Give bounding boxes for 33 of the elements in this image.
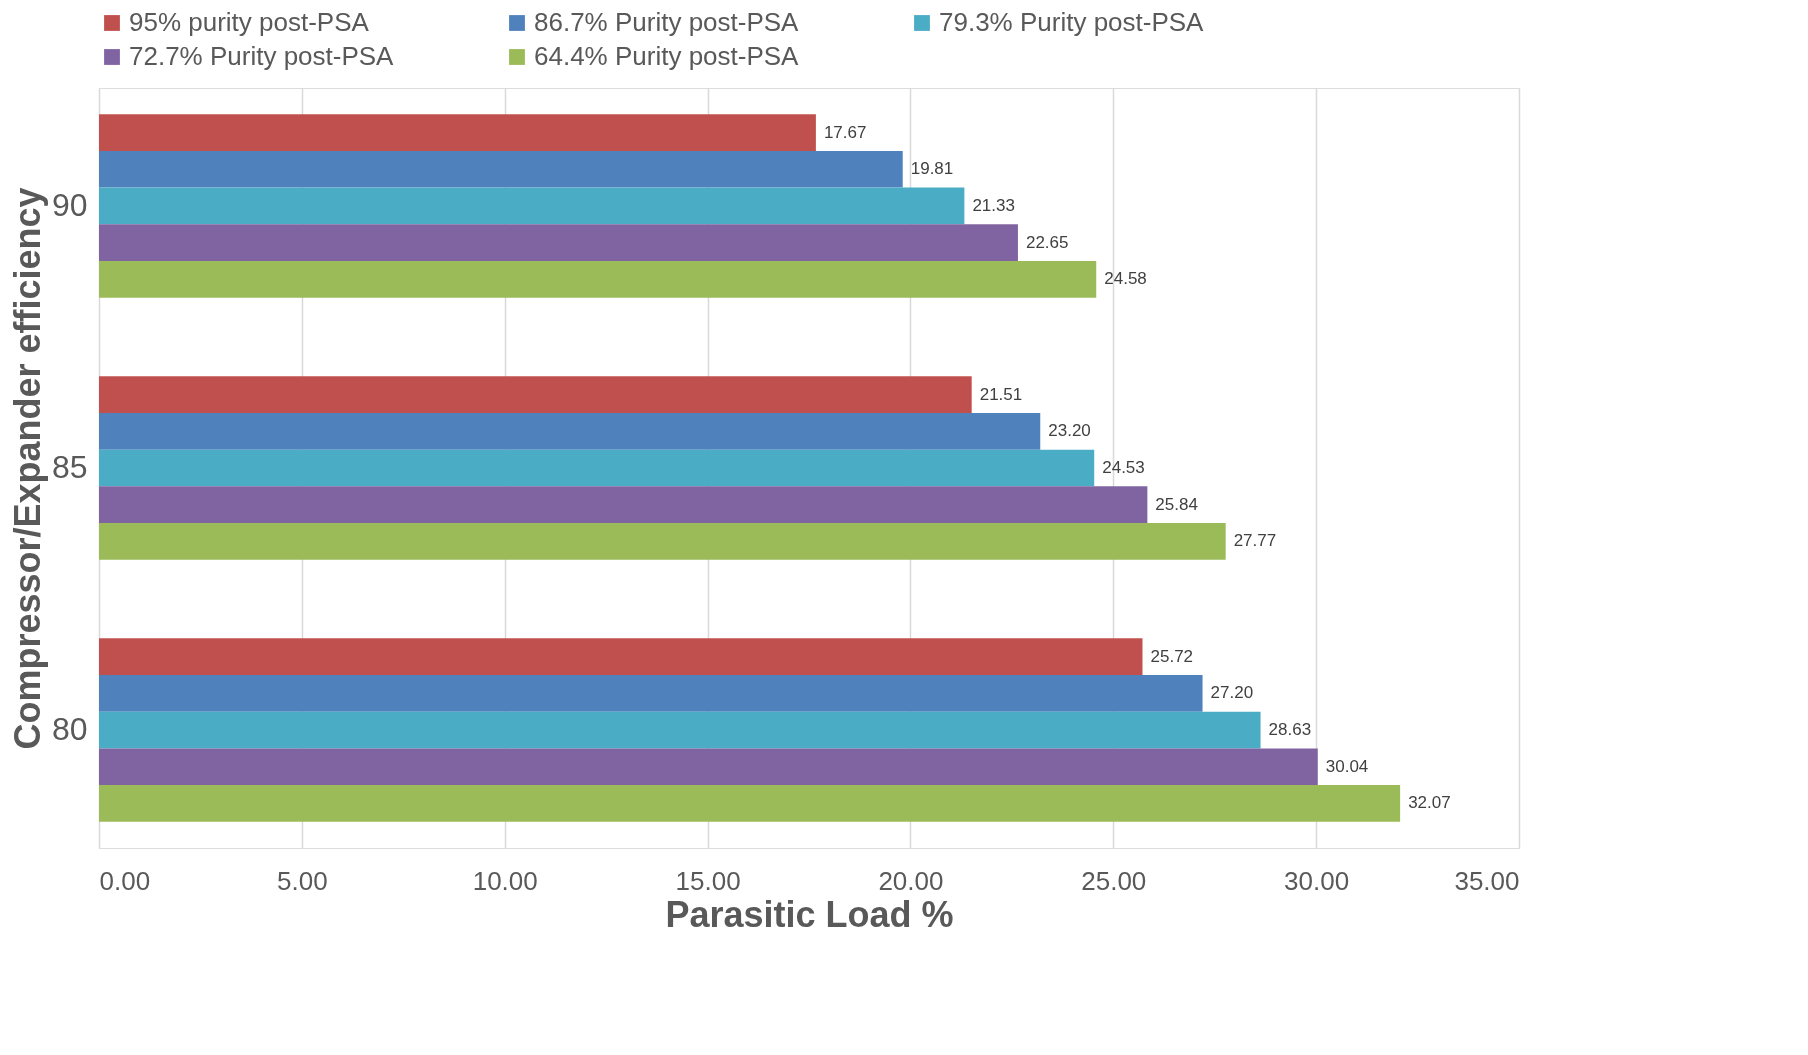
data-label: 25.84 bbox=[1155, 494, 1198, 514]
legend-label: 95% purity post-PSA bbox=[129, 7, 370, 37]
x-tick-label: 30.00 bbox=[1284, 865, 1350, 896]
data-label: 24.53 bbox=[1102, 458, 1145, 477]
legend-label: 64.4% Purity post-PSA bbox=[534, 41, 800, 71]
data-label: 24.58 bbox=[1104, 269, 1147, 289]
legend-label: 86.7% Purity post-PSA bbox=[534, 7, 800, 37]
data-label: 27.20 bbox=[1210, 683, 1254, 703]
x-tick-label: 15.00 bbox=[675, 865, 741, 896]
data-label: 21.33 bbox=[972, 195, 1015, 215]
data-label: 25.72 bbox=[1150, 646, 1194, 666]
legend-label: 79.3% Purity post-PSA bbox=[939, 7, 1205, 37]
data-label: 28.63 bbox=[1268, 720, 1312, 740]
x-tick-label: 5.00 bbox=[277, 865, 328, 896]
data-label: 30.04 bbox=[1325, 756, 1369, 776]
legend-label: 72.7% Purity post-PSA bbox=[129, 41, 395, 71]
x-tick-label: 0.00 bbox=[99, 865, 151, 896]
data-label: 19.81 bbox=[910, 159, 954, 179]
x-tick-label: 10.00 bbox=[472, 865, 538, 896]
y-tick-label: 90 bbox=[51, 186, 88, 223]
data-label: 22.65 bbox=[1025, 232, 1069, 252]
x-tick-label: 20.00 bbox=[878, 865, 944, 896]
data-label: 32.07 bbox=[1408, 793, 1451, 813]
data-label: 17.67 bbox=[823, 122, 867, 142]
data-label: 27.77 bbox=[1233, 531, 1277, 551]
x-tick-label: 35.00 bbox=[1454, 865, 1520, 896]
x-tick-label: 25.00 bbox=[1081, 865, 1147, 896]
x-axis-title: Parasitic Load % bbox=[665, 893, 954, 935]
data-label: 21.51 bbox=[979, 384, 1023, 404]
data-label: 23.20 bbox=[1048, 421, 1091, 441]
y-tick-label: 85 bbox=[51, 449, 88, 485]
y-axis-title: Compressor/Expander efficiency bbox=[6, 187, 48, 750]
y-tick-label: 80 bbox=[51, 711, 88, 748]
